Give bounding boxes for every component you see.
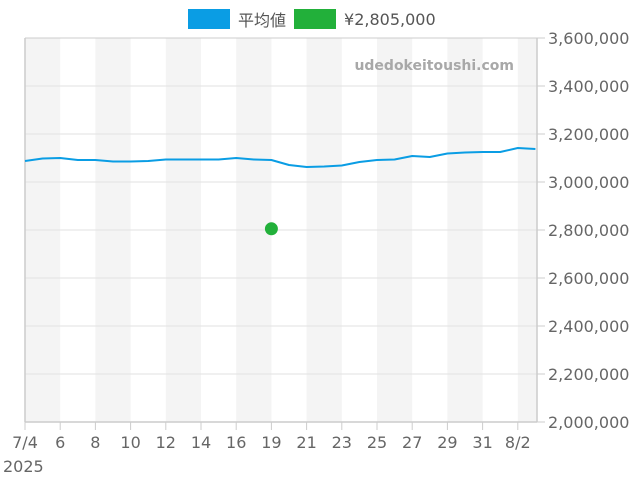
year-label: 2025 — [3, 457, 44, 476]
price-points — [264, 222, 278, 236]
x-axis-label: 31 — [472, 433, 492, 452]
y-axis-label: 3,600,000 — [548, 29, 629, 48]
chart-legend: 平均値 ¥2,805,000 — [188, 7, 444, 31]
axes — [24, 37, 538, 423]
y-axis-label: 2,600,000 — [548, 269, 629, 288]
legend-swatch-average — [188, 9, 230, 29]
x-axis-label: 7/4 — [12, 433, 38, 452]
legend-swatch-price — [294, 9, 337, 29]
legend-item-price[interactable]: ¥2,805,000 — [294, 9, 436, 29]
x-axis-label: 16 — [226, 433, 246, 452]
y-axis-label: 2,000,000 — [548, 413, 629, 432]
x-axis-label: 8 — [90, 433, 100, 452]
x-axis-label: 14 — [191, 433, 211, 452]
average-price-line[interactable] — [24, 147, 536, 168]
x-axis-label: 27 — [402, 433, 422, 452]
y-axis-label: 3,000,000 — [548, 173, 629, 192]
x-axis-label: 21 — [296, 433, 316, 452]
x-axis-label: 25 — [367, 433, 387, 452]
price-point[interactable] — [264, 222, 278, 236]
y-axis-label: 2,400,000 — [548, 317, 629, 336]
x-axis-label: 8/2 — [505, 433, 531, 452]
legend-item-average[interactable]: 平均値 — [188, 7, 286, 31]
y-axis-label: 3,400,000 — [548, 77, 629, 96]
legend-label-average: 平均値 — [238, 11, 287, 30]
y-axis-label: 3,200,000 — [548, 125, 629, 144]
x-axis-label: 29 — [437, 433, 457, 452]
x-axis-label: 23 — [332, 433, 352, 452]
x-axis-label: 10 — [120, 433, 140, 452]
y-axis-labels: 3,600,000 3,400,000 3,200,000 3,000,000 2,80… — [548, 29, 629, 432]
watermark: udedokeitoushi.com — [354, 58, 514, 74]
x-axis-label: 19 — [261, 433, 281, 452]
y-axis-label: 2,800,000 — [548, 221, 629, 240]
legend-label-price: ¥2,805,000 — [344, 9, 436, 29]
x-axis-labels: 7/4 6 8 10 12 14 16 19 21 23 25 27 29 31 8/2 2025 — [3, 422, 531, 476]
x-axis-label: 6 — [55, 433, 65, 452]
y-axis-label: 2,200,000 — [548, 365, 629, 384]
x-axis-label: 12 — [156, 433, 176, 452]
